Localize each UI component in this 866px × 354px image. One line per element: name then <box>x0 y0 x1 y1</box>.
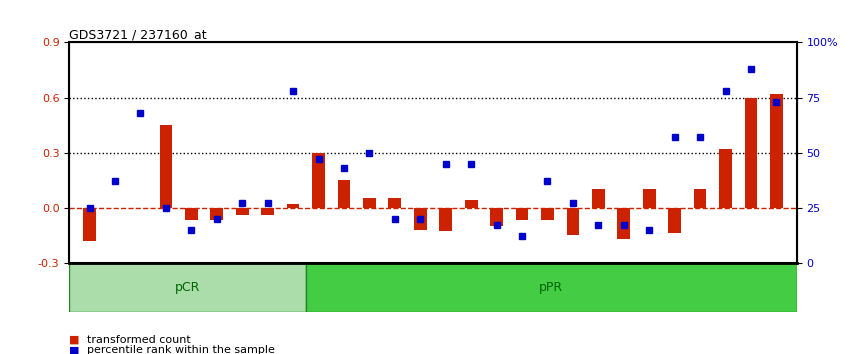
Bar <box>669 207 681 233</box>
Bar <box>83 207 96 241</box>
Text: ■: ■ <box>69 335 80 345</box>
Text: pCR: pCR <box>175 281 200 293</box>
Text: disease state: disease state <box>0 353 1 354</box>
Bar <box>439 207 452 232</box>
Bar <box>312 153 325 207</box>
Bar <box>414 207 427 230</box>
Bar <box>617 207 630 239</box>
Bar <box>770 94 783 207</box>
Bar <box>719 149 732 207</box>
FancyBboxPatch shape <box>306 263 797 312</box>
Bar <box>159 125 172 207</box>
Bar <box>592 189 604 207</box>
Bar <box>465 200 477 207</box>
Bar <box>262 207 274 215</box>
Bar <box>541 207 554 221</box>
Text: GDS3721 / 237160_at: GDS3721 / 237160_at <box>69 28 207 41</box>
Bar <box>643 189 656 207</box>
Text: pPR: pPR <box>540 281 564 293</box>
Bar <box>236 207 249 215</box>
Bar <box>185 207 197 221</box>
Bar <box>694 189 707 207</box>
Bar <box>210 207 223 221</box>
FancyBboxPatch shape <box>69 263 306 312</box>
Bar <box>490 207 503 226</box>
Bar <box>389 198 401 207</box>
Bar <box>566 207 579 235</box>
Text: transformed count: transformed count <box>87 335 191 345</box>
Text: percentile rank within the sample: percentile rank within the sample <box>87 346 275 354</box>
Bar <box>287 204 300 207</box>
Bar <box>338 180 351 207</box>
Text: ■: ■ <box>69 346 80 354</box>
Bar <box>363 198 376 207</box>
Bar <box>745 97 757 207</box>
Bar <box>515 207 528 221</box>
